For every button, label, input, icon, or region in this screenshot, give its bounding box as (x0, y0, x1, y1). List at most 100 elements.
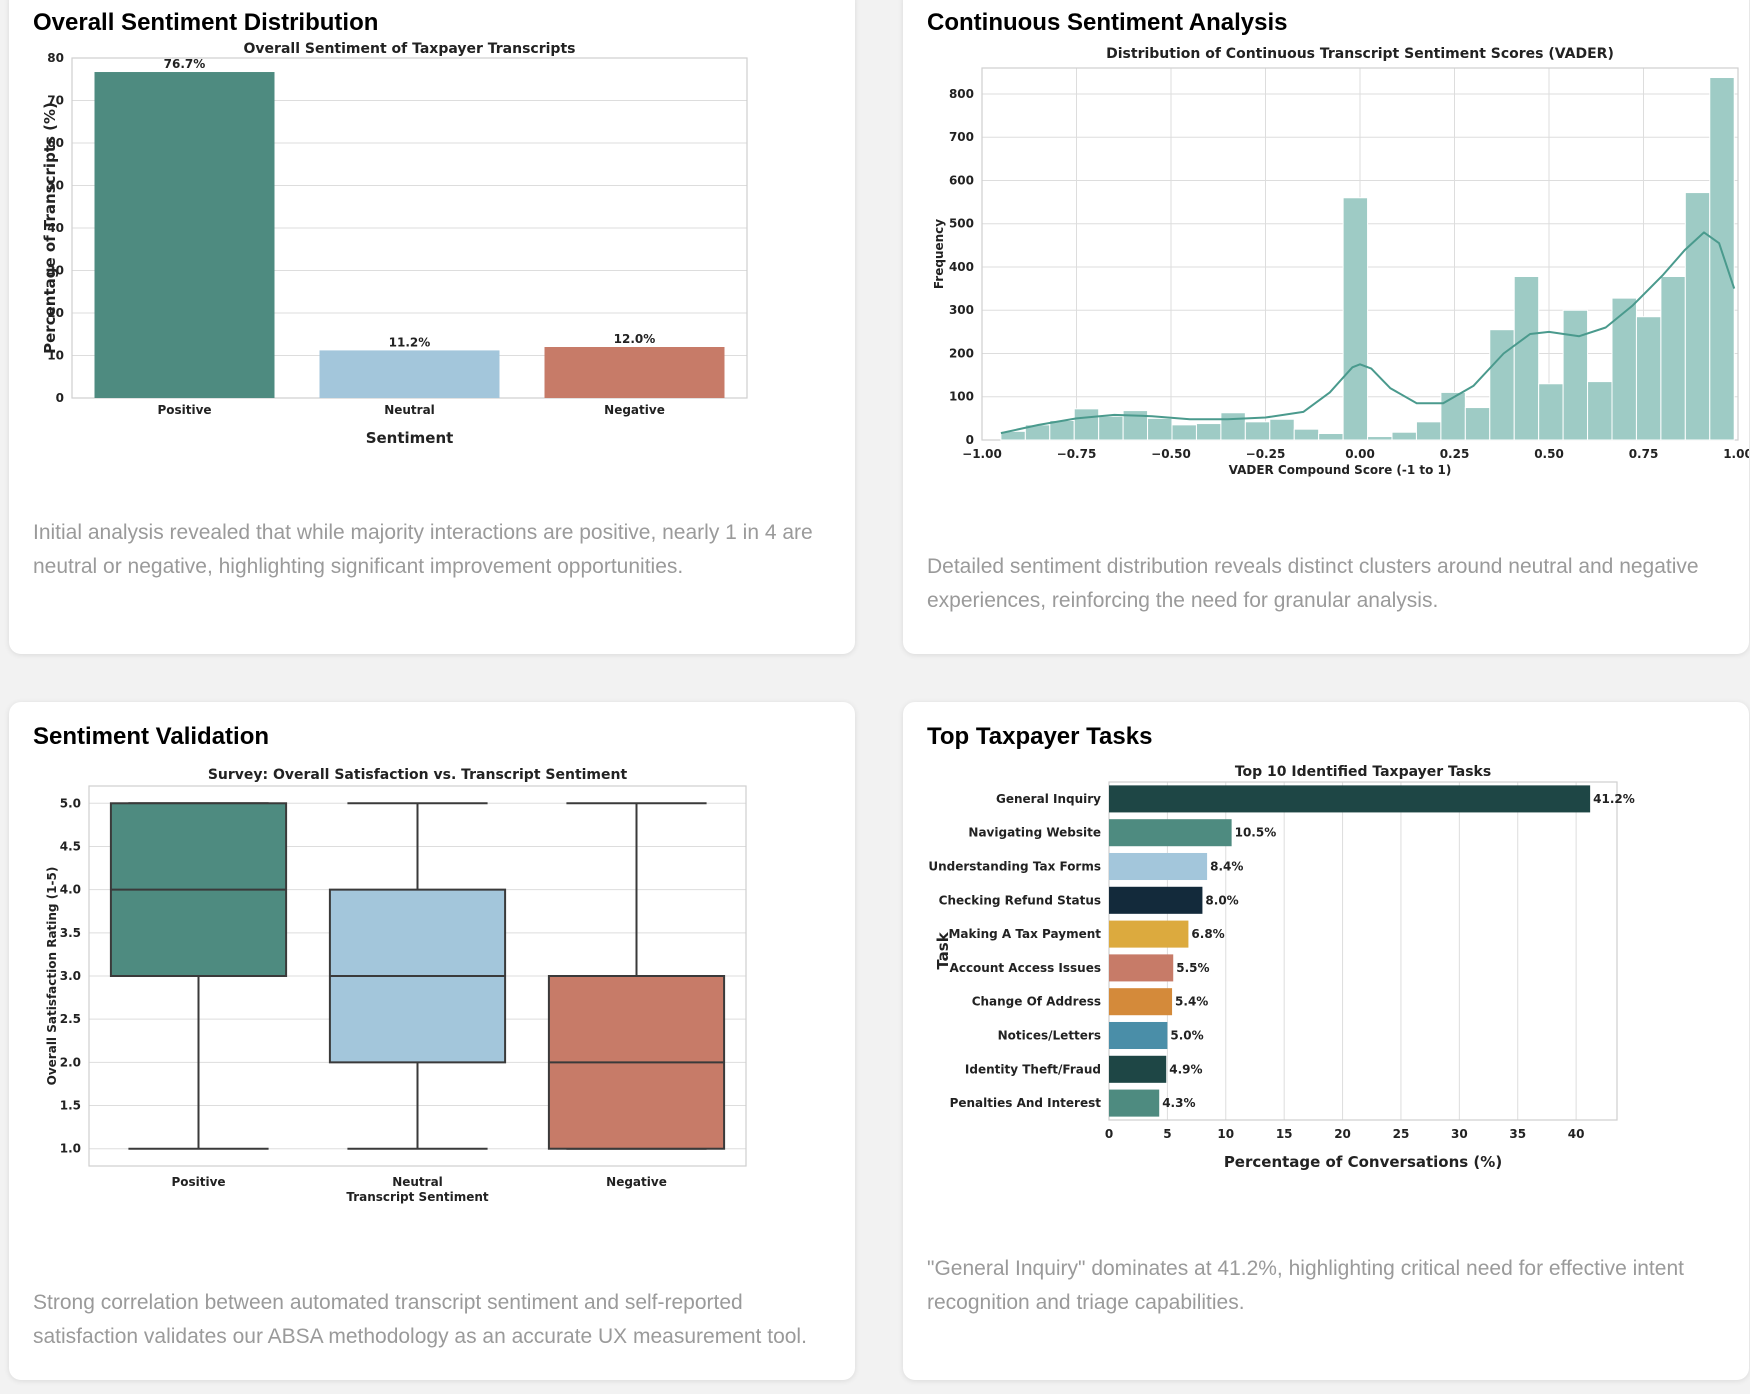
card-caption: Initial analysis revealed that while maj… (33, 521, 813, 578)
y-tick-label: 1.0 (60, 1142, 81, 1156)
y-tick-label: 50 (47, 179, 64, 193)
data-label: 11.2% (389, 335, 431, 349)
x-tick-label: −0.50 (1151, 447, 1191, 461)
y-tick-label: 10 (47, 349, 64, 363)
histogram-bin (1562, 309, 1589, 441)
y-tick-label: 200 (949, 346, 974, 360)
histogram-bin (1489, 329, 1515, 441)
y-tick-label: Notices/Letters (998, 1029, 1101, 1043)
histogram-bin (1538, 383, 1564, 441)
bar-task (1109, 988, 1173, 1016)
x-tick-label: 15 (1276, 1127, 1293, 1141)
y-axis-label: Task (934, 931, 952, 969)
x-tick-label: Negative (604, 403, 665, 417)
card-caption: Detailed sentiment distribution reveals … (927, 555, 1699, 612)
y-tick-label: General Inquiry (996, 792, 1101, 806)
x-tick-label: −1.00 (962, 447, 1002, 461)
y-tick-label: 2.0 (60, 1055, 81, 1069)
histogram-bin (1464, 407, 1491, 441)
y-tick-label: 600 (949, 173, 974, 187)
sentiment-validation-card: Sentiment Validation Survey: Overall Sat… (9, 702, 855, 1380)
x-tick-label: Neutral (384, 403, 435, 417)
vader-histogram-chart: Distribution of Continuous Transcript Se… (932, 46, 1749, 477)
y-tick-label: 2.5 (60, 1012, 81, 1026)
card-title: Top Taxpayer Tasks (927, 723, 1153, 750)
data-label: 5.4% (1175, 995, 1208, 1009)
plot-frame (1108, 781, 1618, 1121)
y-tick-label: Making A Tax Payment (948, 927, 1101, 941)
y-tick-label: Account Access Issues (950, 961, 1101, 975)
y-tick-label: 100 (949, 390, 974, 404)
chart-title: Overall Sentiment of Taxpayer Transcript… (244, 41, 576, 57)
data-label: 8.0% (1205, 893, 1238, 907)
kde-curve (1000, 231, 1736, 435)
bar-negative (544, 347, 725, 398)
y-tick-label: 3.5 (60, 926, 81, 940)
histogram-bin (1342, 197, 1369, 441)
histogram-bin (1684, 192, 1711, 441)
y-tick-label: 60 (47, 136, 64, 150)
histogram-bin (1660, 275, 1686, 441)
sentiment-bar-chart: Overall Sentiment of Taxpayer Transcript… (41, 41, 748, 447)
histogram-bin (1073, 408, 1100, 441)
x-tick-label: −0.25 (1246, 447, 1286, 461)
y-tick-label: 300 (949, 303, 974, 317)
y-tick-label: Understanding Tax Forms (928, 860, 1101, 874)
y-axis-label: Frequency (932, 219, 946, 289)
bar-neutral (319, 350, 500, 398)
histogram-bin (1195, 423, 1222, 441)
y-tick-label: 4.0 (60, 883, 81, 897)
x-tick-label: 0.50 (1534, 447, 1564, 461)
x-axis-label: Transcript Sentiment (346, 1190, 489, 1204)
data-label: 8.4% (1210, 860, 1243, 874)
x-tick-label: 40 (1568, 1127, 1585, 1141)
histogram-bin (1513, 275, 1540, 441)
x-tick-label: 0 (1105, 1127, 1113, 1141)
bar-positive (94, 72, 275, 399)
y-tick-label: 20 (47, 306, 64, 320)
y-tick-label: 0 (56, 391, 64, 405)
histogram-bin (1635, 316, 1662, 441)
y-axis-label: Overall Satisfaction Rating (1-5) (45, 867, 59, 1086)
y-tick-label: 700 (949, 130, 974, 144)
x-tick-label: 10 (1217, 1127, 1234, 1141)
y-tick-label: Penalties And Interest (950, 1096, 1102, 1110)
x-tick-label: −0.75 (1057, 447, 1097, 461)
y-tick-label: 1.5 (60, 1099, 81, 1113)
x-tick-label: 1.00 (1723, 447, 1749, 461)
bar-task (1109, 1055, 1167, 1083)
card-caption: "General Inquiry" dominates at 41.2%, hi… (927, 1257, 1684, 1314)
histogram-bin (1171, 424, 1197, 441)
x-tick-label: 30 (1451, 1127, 1468, 1141)
chart-title: Survey: Overall Satisfaction vs. Transcr… (208, 767, 628, 783)
histogram-bin (1587, 381, 1613, 441)
chart-title: Top 10 Identified Taxpayer Tasks (1235, 764, 1491, 780)
data-label: 4.3% (1162, 1096, 1195, 1110)
y-tick-label: 0 (966, 433, 974, 447)
data-label: 6.8% (1191, 927, 1224, 941)
card-title: Sentiment Validation (33, 723, 270, 750)
top-tasks-bar-chart: Top 10 Identified Taxpayer Tasks 0 5 10 15 20… (928, 764, 1634, 1171)
histogram-bin (1220, 412, 1246, 441)
x-tick-label: 35 (1509, 1127, 1526, 1141)
continuous-sentiment-card: Continuous Sentiment Analysis Distributi… (903, 0, 1749, 654)
bar-task (1109, 1021, 1168, 1050)
data-label: 10.5% (1235, 826, 1277, 840)
histogram-bin (1709, 77, 1735, 441)
top-tasks-card: Top Taxpayer Tasks Top 10 Identified Tax… (903, 702, 1749, 1380)
histogram-bin (1098, 415, 1124, 441)
y-tick-label: 400 (949, 260, 974, 274)
bar-task (1109, 1089, 1160, 1117)
y-tick-label: 80 (47, 51, 64, 65)
histogram-bin (1391, 431, 1417, 441)
histogram-bin (1293, 428, 1320, 441)
bar-task (1109, 819, 1232, 847)
y-tick-label: Navigating Website (968, 826, 1101, 840)
bar-task (1109, 920, 1189, 948)
data-label: 5.0% (1170, 1029, 1203, 1043)
y-tick-label: 5.0 (60, 796, 81, 810)
y-tick-label: 500 (949, 217, 974, 231)
x-tick-label: 25 (1393, 1127, 1410, 1141)
card-title: Continuous Sentiment Analysis (927, 9, 1288, 36)
y-tick-label: 40 (47, 221, 64, 235)
